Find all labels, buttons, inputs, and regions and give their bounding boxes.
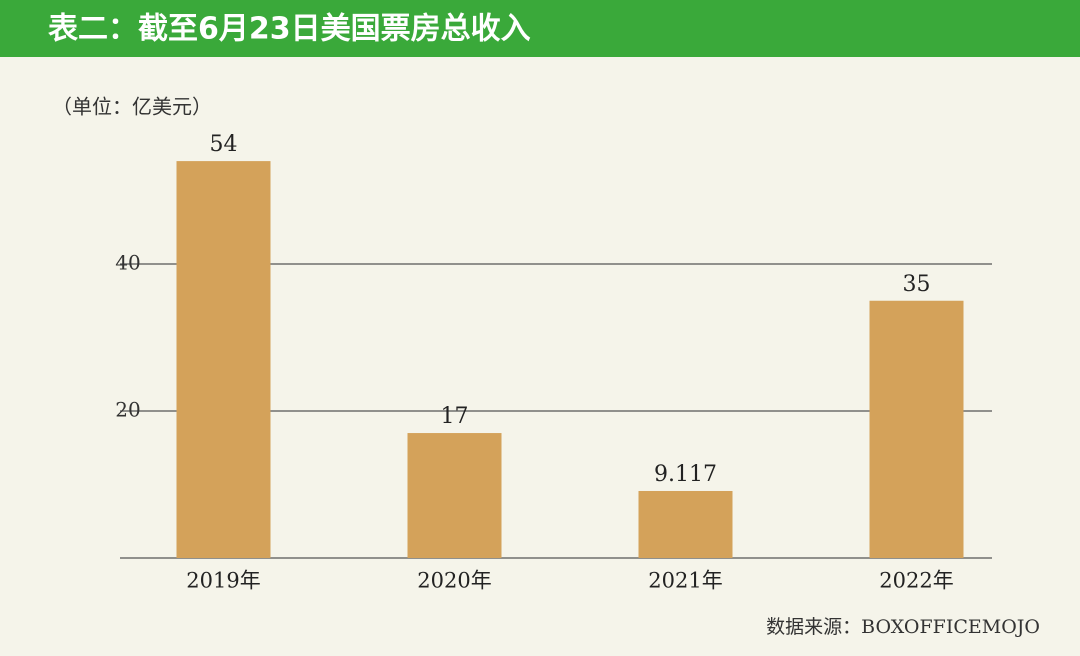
header-band — [0, 0, 1080, 57]
value-label: 9.117 — [654, 462, 717, 487]
value-label: 54 — [210, 132, 238, 157]
bar — [176, 161, 271, 558]
source-note: 数据来源：BOXOFFICEMOJO — [766, 616, 1040, 638]
y-tick-label: 40 — [115, 251, 140, 275]
chart-title: 表二：截至6月23日美国票房总收入 — [48, 12, 531, 47]
value-label: 35 — [903, 272, 931, 297]
unit-label: （单位：亿美元） — [52, 95, 212, 119]
bar — [638, 490, 733, 558]
x-tick-label: 2020年 — [417, 569, 491, 593]
bar — [407, 433, 502, 558]
x-tick-label: 2021年 — [648, 569, 722, 593]
x-tick-label: 2022年 — [879, 569, 953, 593]
bar — [869, 300, 964, 558]
value-label: 17 — [441, 404, 469, 429]
y-tick-label: 20 — [115, 398, 140, 422]
x-tick-label: 2019年 — [186, 569, 260, 593]
